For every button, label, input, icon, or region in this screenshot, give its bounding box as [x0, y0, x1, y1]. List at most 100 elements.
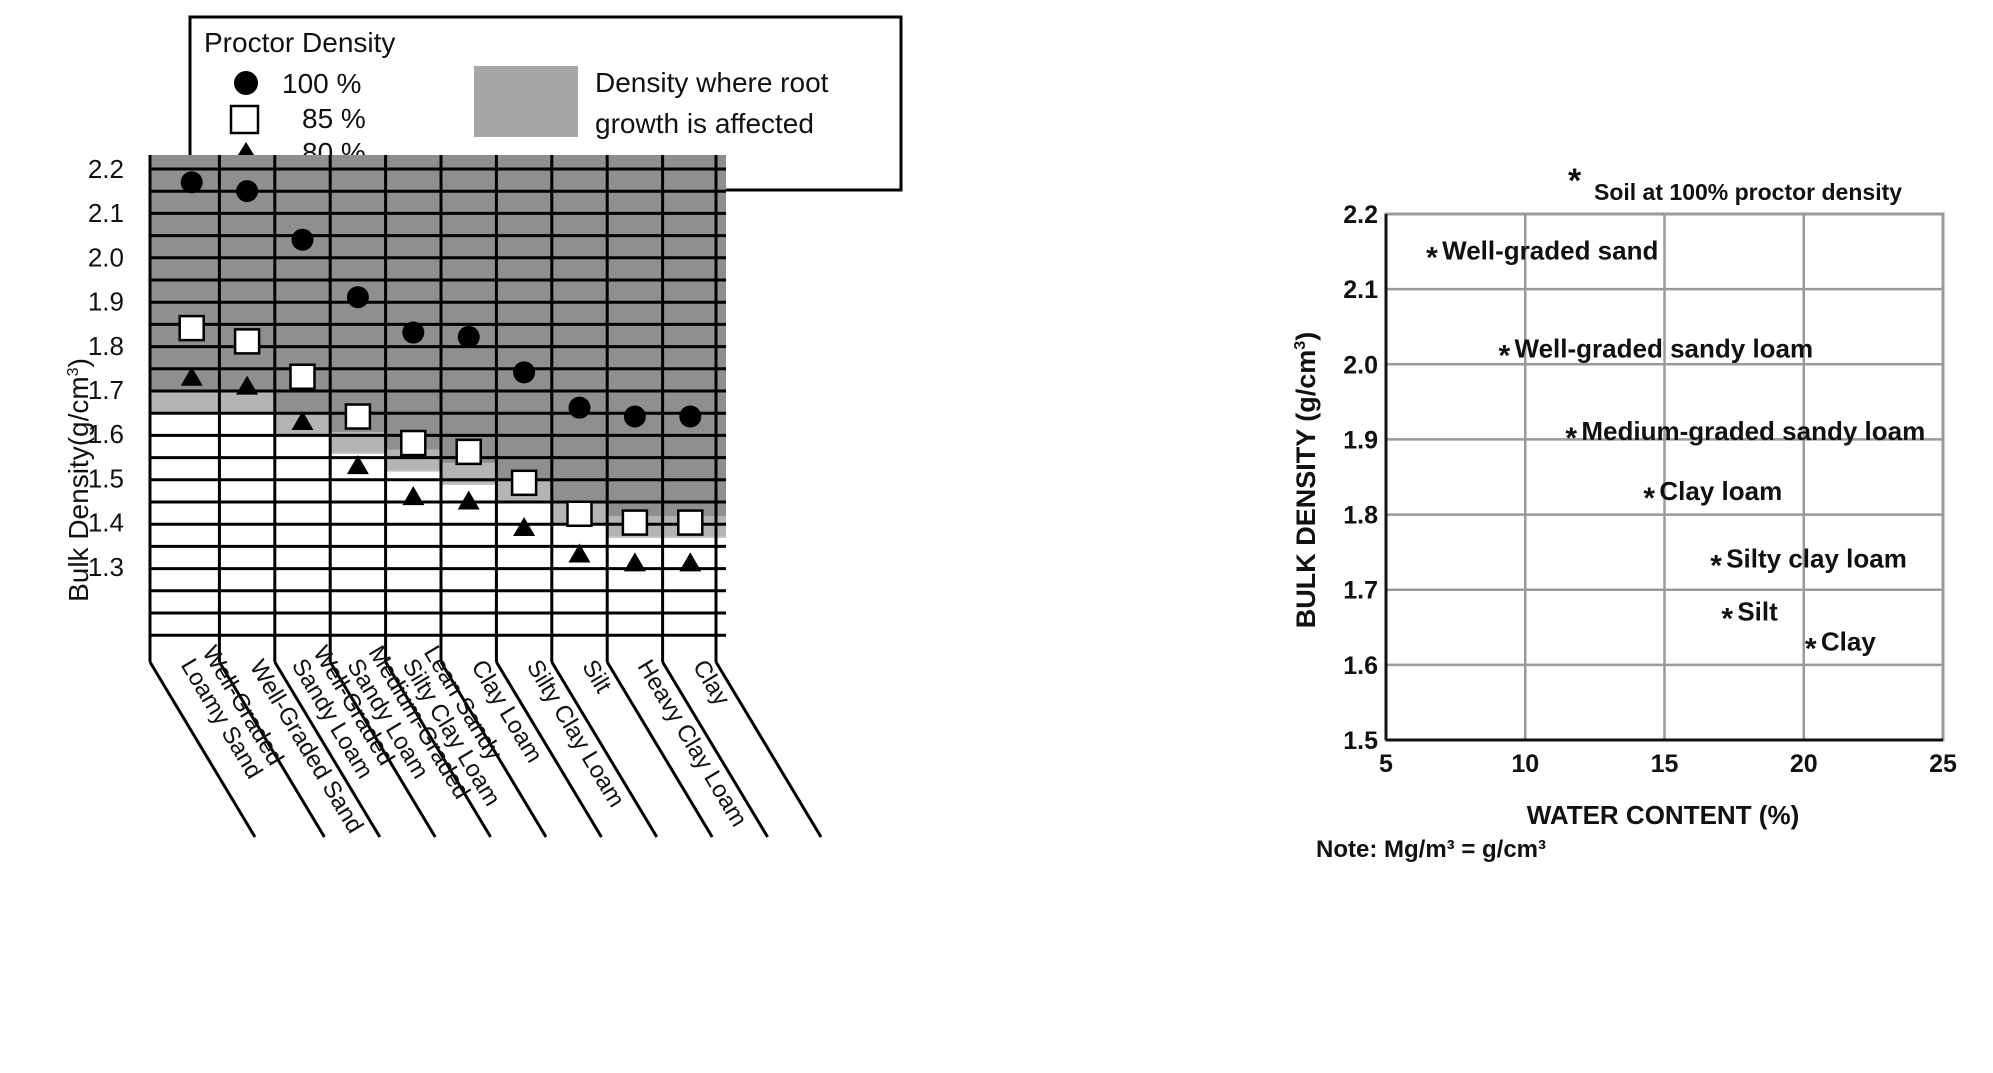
left-y-tick-label: 1.6 [88, 419, 124, 449]
proctor-80-marker [402, 486, 425, 506]
soil-point-marker: * [1721, 602, 1733, 635]
soil-point-marker: * [1565, 422, 1577, 455]
soil-point-label: Medium-graded sandy loam [1581, 416, 1925, 446]
category-label: Silt [576, 655, 616, 698]
shade-fade [219, 392, 275, 415]
left-y-tick-label: 1.7 [88, 375, 124, 405]
proctor-100-marker [623, 405, 646, 428]
proctor-100-marker [457, 325, 480, 348]
soil-point-marker: * [1499, 339, 1511, 372]
right-x-tick-label: 10 [1511, 750, 1539, 778]
proctor-100-marker [180, 171, 203, 194]
right-y-tick-label: 1.5 [1343, 727, 1378, 755]
category-label-line: Clay [687, 655, 735, 710]
legend-shade-label-line2: growth is affected [595, 108, 814, 139]
right-chart: * Soil at 100% proctor density 2.2 2.1 2.0… [1291, 162, 1957, 863]
soil-point-label: Well-graded sandy loam [1515, 333, 1814, 363]
category-leader [384, 661, 492, 838]
category-label: Clay [687, 655, 735, 710]
proctor-80-marker [623, 552, 646, 572]
shade-fade [441, 462, 497, 485]
proctor-85-marker [289, 363, 316, 390]
left-y-tick-label: 1.5 [88, 463, 124, 493]
proctor-80-marker [568, 543, 591, 563]
category-leader [273, 661, 382, 838]
soil-point-marker: * [1710, 550, 1722, 583]
left-y-tick-label: 2.1 [88, 198, 124, 228]
right-y-tick-label: 2.0 [1343, 351, 1378, 379]
shade-fade [385, 449, 441, 472]
proctor-100-marker [568, 396, 591, 419]
legend-entry-100: 100 % [282, 68, 361, 99]
soil-point-marker: * [1805, 632, 1817, 665]
soil-point-marker: * [1426, 242, 1438, 275]
proctor-80-marker [180, 366, 203, 386]
proctor-80-marker [236, 375, 259, 395]
category-leader [714, 661, 823, 838]
shade-column [496, 155, 552, 501]
right-x-tick-labels: 5 10 15 20 25 [1379, 750, 1957, 778]
soil-point-label: Silty clay loam [1726, 544, 1907, 574]
right-grid [1384, 212, 1945, 742]
legend-title: Proctor Density [204, 27, 395, 58]
right-y-axis-title-main: BULK DENSITY (g/cm [1291, 350, 1321, 629]
left-y-axis-title-main: Bulk Density(g/cm [63, 376, 94, 602]
category-leader [661, 661, 769, 838]
shade-fade [330, 431, 386, 454]
legend-shade-swatch [474, 66, 578, 137]
category-leader [439, 661, 548, 838]
proctor-85-marker [455, 438, 482, 466]
shade-fade [150, 392, 220, 415]
soil-point-label: Clay [1821, 626, 1876, 656]
left-y-tick-label: 1.3 [88, 552, 124, 582]
right-y-tick-label: 1.9 [1343, 426, 1378, 454]
proctor-85-marker [400, 429, 427, 457]
left-y-axis-label: Bulk Density(g/cm3) [63, 358, 94, 602]
proctor-85-marker [178, 314, 205, 342]
right-x-axis-title: WATER CONTENT (%) [1527, 800, 1800, 830]
proctor-85-marker [344, 403, 372, 430]
shade-column [150, 155, 220, 413]
category-leader [550, 661, 659, 838]
right-y-axis-title: BULK DENSITY (g/cm3) [1291, 332, 1321, 628]
left-category-leaders [148, 155, 823, 838]
soil-point-label: Clay loam [1659, 476, 1782, 506]
proctor-85-marker [566, 500, 593, 528]
right-x-tick-label: 5 [1379, 750, 1393, 778]
proctor-80-marker [291, 410, 314, 430]
proctor-100-marker [346, 286, 369, 309]
left-y-tick-label: 1.9 [88, 287, 124, 317]
shade-column [441, 155, 497, 483]
left-chart: Proctor Density 100 % 85 % 80 % Density … [63, 15, 903, 838]
right-y-axis-title-sup: 3 [1292, 341, 1309, 350]
right-y-tick-labels: 2.2 2.1 2.0 1.9 1.8 1.7 1.6 1.5 [1343, 201, 1378, 755]
proctor-80-marker [513, 517, 536, 537]
proctor-85-marker [621, 509, 649, 536]
category-leader [328, 661, 437, 838]
proctor-80-marker [457, 490, 480, 510]
proctor-100-marker [513, 361, 536, 384]
shade-column [551, 155, 608, 523]
proctor-100-marker [402, 321, 425, 344]
right-note: Note: Mg/m³ = g/cm³ [1316, 836, 1546, 863]
category-label-line: Silt [576, 655, 616, 698]
right-y-axis-title-close: ) [1291, 332, 1321, 341]
left-y-axis-title-close: ) [63, 358, 94, 367]
proctor-100-marker [291, 228, 314, 251]
right-y-tick-label: 1.8 [1343, 502, 1378, 530]
proctor-100-marker [236, 180, 259, 203]
left-y-tick-label: 1.8 [88, 331, 124, 361]
right-points: * Well-graded sand* Well-graded sandy loam… [1426, 236, 1925, 666]
soil-point-marker: * [1643, 482, 1655, 515]
shade-column [385, 155, 441, 470]
left-y-axis-title: Bulk Density(g/cm3) [63, 358, 94, 602]
category-leader [218, 661, 326, 838]
proctor-85-marker [233, 328, 261, 355]
right-x-tick-label: 15 [1651, 750, 1679, 778]
legend-circle-marker [234, 71, 258, 95]
legend-shade-label-line1: Density where root [595, 67, 829, 98]
soil-point-label: Silt [1737, 596, 1778, 626]
legend-entry-85: 85 % [302, 103, 366, 134]
soil-point-label: Well-graded sand [1442, 236, 1658, 266]
